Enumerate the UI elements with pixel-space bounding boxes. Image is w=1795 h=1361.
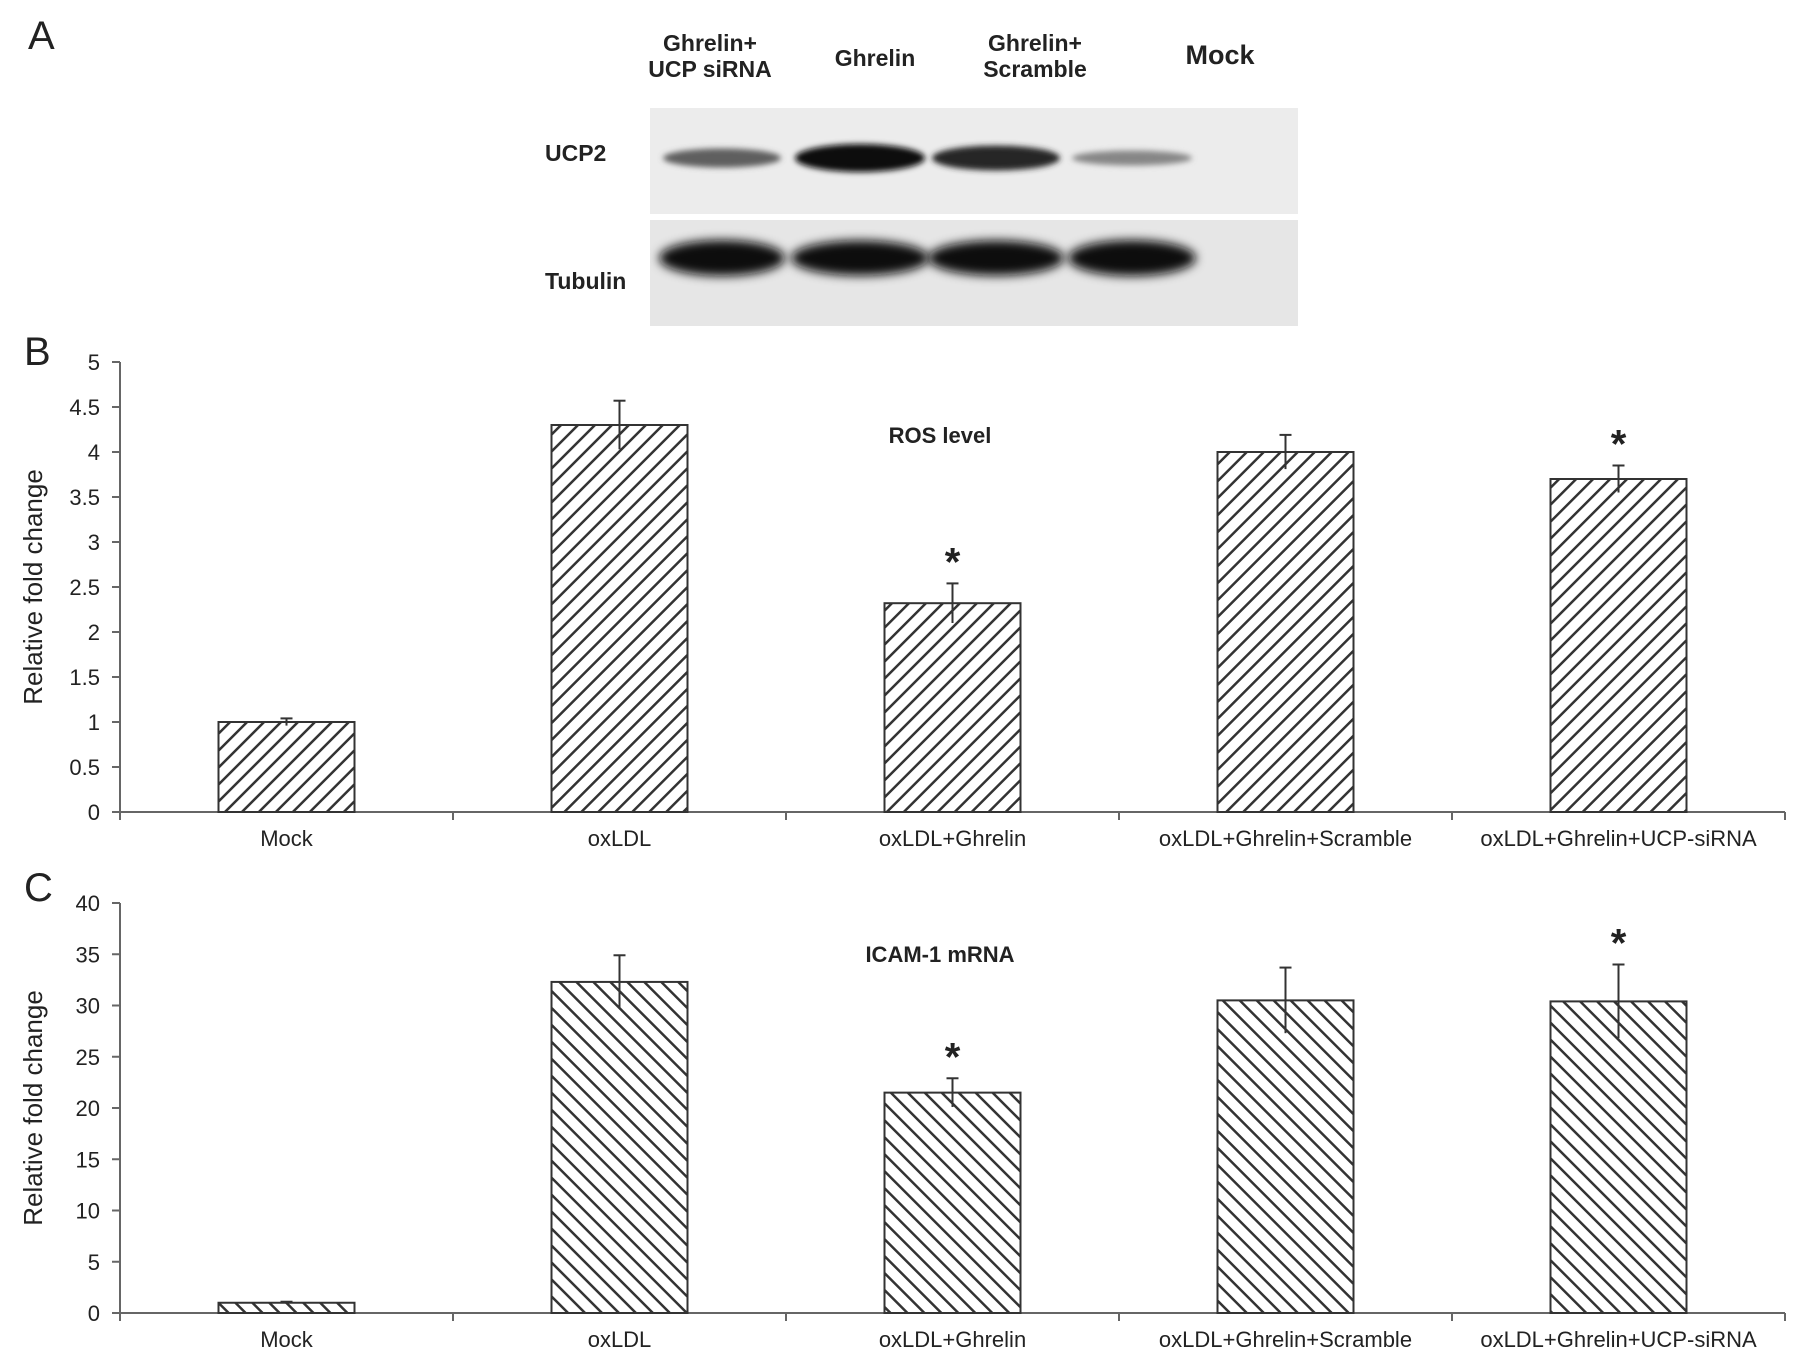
tubulin-band-3: [928, 240, 1064, 276]
ros-y-tick-label: 2: [88, 620, 100, 645]
ros-y-tick-label: 3.5: [69, 485, 100, 510]
ros-category-label-5: oxLDL+Ghrelin+UCP-siRNA: [1480, 826, 1757, 851]
blot-lane-label-2: Ghrelin: [834, 45, 916, 71]
blot-lane-label-1: Ghrelin+ UCP siRNA: [648, 30, 772, 82]
ucp2-band-1: [663, 148, 781, 168]
chart-ros-level: 0 0.5 1 1.5 2 2.5 3 3.5 4 4.5 5 Relative fold chang…: [18, 350, 1786, 851]
ros-y-tick-label: 5: [88, 350, 100, 375]
ucp2-band-4: [1072, 150, 1192, 166]
icam1-y-tick-label: 25: [76, 1045, 100, 1070]
icam1-y-tick-label: 10: [76, 1199, 100, 1224]
icam1-y-tick-label: 20: [76, 1096, 100, 1121]
icam1-y-tick-label: 30: [76, 994, 100, 1019]
tubulin-bands: [659, 240, 1196, 276]
ros-category-label-4: oxLDL+Ghrelin+Scramble: [1159, 826, 1412, 851]
ros-category-label-2: oxLDL: [588, 826, 652, 851]
ros-bar-1: [217, 721, 356, 813]
icam1-bar-4: [1216, 999, 1355, 1314]
icam1-y-tick-label: 40: [76, 891, 100, 916]
icam1-y-tick-label: 0: [88, 1301, 100, 1326]
ros-y-tick-label: 4: [88, 440, 100, 465]
tubulin-band-4: [1068, 240, 1196, 276]
panel-label-c: C: [24, 866, 53, 910]
blot-lane-label-4: Mock: [1185, 40, 1255, 70]
ros-y-tick-label: 0.5: [69, 755, 100, 780]
icam1-significance-marker-5: *: [1611, 922, 1627, 966]
icam1-bar-1: [217, 1301, 356, 1314]
icam1-y-tick-label: 15: [76, 1147, 100, 1172]
western-blot-image: [650, 108, 1298, 326]
icam1-significance-marker-3: *: [945, 1035, 961, 1079]
blot-row-label-ucp2: UCP2: [545, 140, 607, 166]
ros-y-tick-label: 1: [88, 710, 100, 735]
ros-chart-title: ROS level: [889, 423, 992, 448]
icam1-y-tick-label: 5: [88, 1250, 100, 1275]
ros-bar-2: [550, 424, 689, 813]
ros-bar-4: [1216, 451, 1355, 813]
icam1-category-label-4: oxLDL+Ghrelin+Scramble: [1159, 1327, 1412, 1352]
icam1-chart-title: ICAM-1 mRNA: [865, 942, 1014, 967]
panel-label-a: A: [28, 14, 55, 58]
ros-y-tick-label: 0: [88, 800, 100, 825]
ros-bar-5: [1549, 478, 1688, 813]
icam1-bar-3: [883, 1091, 1022, 1314]
ros-bar-3: [883, 602, 1022, 814]
ucp2-bands: [663, 144, 1192, 172]
ros-y-axis-label: Relative fold change: [18, 469, 48, 705]
icam1-bar-2: [550, 980, 689, 1314]
icam1-category-label-3: oxLDL+Ghrelin: [879, 1327, 1026, 1352]
ros-significance-marker-5: *: [1611, 423, 1627, 467]
icam1-y-tick-label: 35: [76, 942, 100, 967]
tubulin-band-1: [659, 240, 785, 276]
icam1-bar-5: [1549, 1000, 1688, 1315]
ros-y-tick-label: 3: [88, 530, 100, 555]
ros-y-tick-label: 2.5: [69, 575, 100, 600]
panel-label-b: B: [24, 330, 51, 374]
ros-y-tick-label: 1.5: [69, 665, 100, 690]
blot-row-label-tubulin: Tubulin: [545, 268, 627, 294]
blot-lane-label-3: Ghrelin+ Scramble: [983, 30, 1087, 82]
icam1-y-axis-label: Relative fold change: [18, 990, 48, 1226]
ros-significance-marker-3: *: [945, 540, 961, 584]
ucp2-band-3: [932, 145, 1060, 171]
icam1-category-label-5: oxLDL+Ghrelin+UCP-siRNA: [1480, 1327, 1757, 1352]
icam1-category-label-2: oxLDL: [588, 1327, 652, 1352]
ros-y-tick-label: 4.5: [69, 395, 100, 420]
tubulin-band-2: [791, 240, 929, 276]
ucp2-band-2: [795, 144, 925, 172]
ros-category-label-3: oxLDL+Ghrelin: [879, 826, 1026, 851]
icam1-category-label-1: Mock: [260, 1327, 314, 1352]
ros-category-label-1: Mock: [260, 826, 314, 851]
chart-icam1-mrna: 0 5 10 15 20 25 30 35 40 Relative fold change ICAM…: [18, 891, 1786, 1352]
